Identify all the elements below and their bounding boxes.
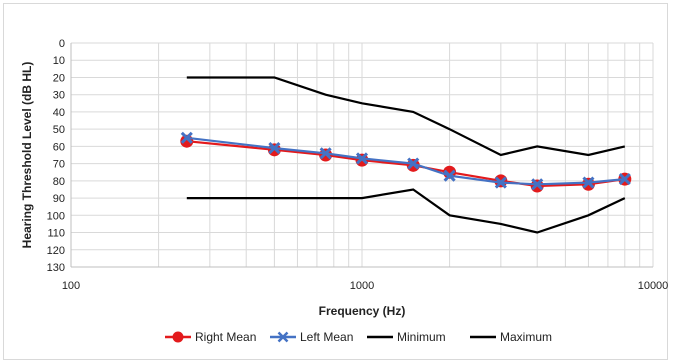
data-point (618, 173, 631, 186)
y-tick-label: 80 (53, 176, 65, 188)
y-tick-label: 40 (53, 107, 65, 119)
y-axis-title: Hearing Threshold Level (dB HL) (20, 62, 34, 249)
x-axis-ticks: 100 1000 10000 (62, 280, 668, 292)
y-tick-label: 60 (53, 141, 65, 153)
legend-marker (172, 331, 184, 343)
data-point (407, 157, 420, 170)
legend-item: Left Mean (270, 330, 353, 344)
series-left-mean (180, 131, 631, 191)
data-point (319, 147, 332, 160)
y-tick-label: 0 (59, 38, 65, 50)
series-group (180, 76, 632, 234)
data-point (443, 169, 456, 182)
x-tick-label: 10000 (638, 280, 669, 292)
y-tick-label: 130 (47, 262, 65, 274)
legend-label: Maximum (500, 330, 552, 344)
x-tick-label: 1000 (350, 280, 374, 292)
y-tick-label: 20 (53, 72, 65, 84)
series-line (186, 76, 626, 157)
y-tick-label: 30 (53, 90, 65, 102)
plot-area (70, 43, 653, 268)
series-maximum (186, 188, 626, 234)
y-tick-label: 50 (53, 124, 65, 136)
series-line (186, 136, 625, 186)
legend-item: Maximum (470, 330, 552, 344)
legend-label: Right Mean (195, 330, 256, 344)
data-point (355, 152, 369, 165)
legend: Right Mean Left Mean Minimum Maximum (165, 330, 552, 344)
y-tick-label: 100 (47, 210, 65, 222)
series-minimum (186, 76, 626, 157)
chart-frame (3, 3, 668, 360)
legend-label: Minimum (397, 330, 446, 344)
legend-marker (277, 331, 289, 343)
data-point (180, 131, 193, 144)
series-line (186, 188, 626, 234)
data-point (268, 142, 281, 155)
data-point (531, 178, 544, 191)
x-tick-label: 100 (62, 280, 80, 292)
y-tick-label: 70 (53, 159, 65, 171)
data-point (494, 176, 507, 189)
legend-item: Right Mean (165, 330, 256, 344)
legend-label: Left Mean (300, 330, 353, 344)
data-point (582, 176, 595, 189)
y-axis-ticks: 0 10 20 30 40 50 60 70 80 90 100 110 120 130 (47, 38, 65, 274)
x-axis-title: Frequency (Hz) (319, 304, 406, 318)
legend-item: Minimum (367, 330, 446, 344)
y-tick-label: 10 (53, 55, 65, 67)
y-tick-label: 110 (47, 228, 65, 240)
y-tick-label: 120 (47, 245, 65, 257)
y-tick-label: 90 (53, 193, 65, 205)
